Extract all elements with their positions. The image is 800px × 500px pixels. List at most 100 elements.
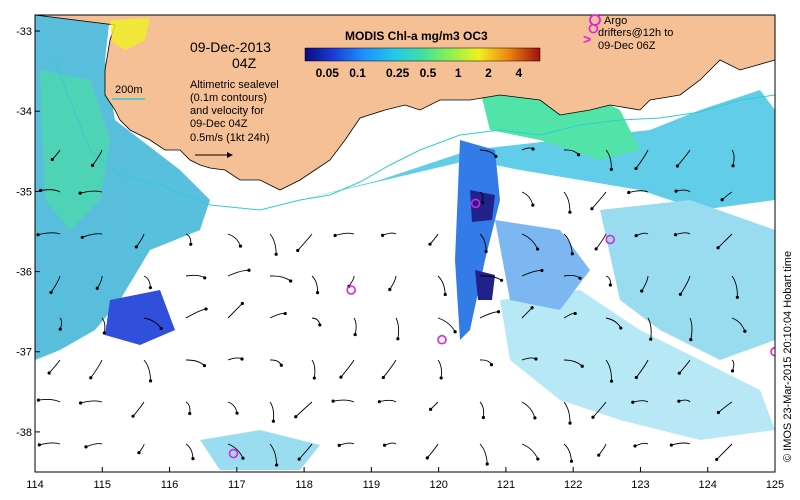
velocity-arrow bbox=[339, 442, 355, 446]
velocity-arrow bbox=[592, 401, 607, 418]
velocity-arrow bbox=[641, 275, 649, 292]
velocity-arrow-head bbox=[134, 245, 138, 249]
velocity-arrow bbox=[80, 190, 103, 194]
velocity-arrow-head bbox=[540, 268, 544, 273]
velocity-arrow-head bbox=[58, 327, 62, 331]
velocity-arrow bbox=[437, 275, 446, 295]
velocity-arrow bbox=[675, 232, 691, 236]
x-tick-label: 124 bbox=[699, 479, 717, 491]
velocity-arrow-head bbox=[533, 416, 537, 420]
velocity-arrow bbox=[101, 317, 106, 334]
anno-line-2: (0.1m contours) bbox=[190, 92, 267, 104]
velocity-arrow-head bbox=[275, 463, 279, 467]
copyright-note: © IMOS 23-Mar-2015 20:10:04 Hobart time bbox=[782, 251, 794, 462]
velocity-arrow-head bbox=[634, 375, 638, 380]
velocity-arrow-head bbox=[568, 421, 572, 425]
velocity-arrow bbox=[426, 443, 439, 459]
contour-legend-label: 200m bbox=[115, 84, 143, 96]
velocity-arrow bbox=[227, 443, 244, 459]
velocity-arrow bbox=[595, 233, 607, 250]
velocity-arrow-head bbox=[247, 268, 251, 272]
colorbar-tick-label: 0.1 bbox=[349, 66, 366, 80]
chl-patch-shelf bbox=[300, 90, 775, 210]
chl-patch-east bbox=[600, 200, 775, 360]
velocity-arrow-head bbox=[489, 363, 494, 367]
colorbar-tick-label: 1 bbox=[455, 66, 462, 80]
velocity-arrow-head bbox=[89, 376, 93, 380]
velocity-arrow bbox=[269, 443, 278, 465]
velocity-arrow-head bbox=[36, 233, 40, 237]
velocity-arrow bbox=[563, 401, 571, 424]
land-western-australia bbox=[35, 15, 775, 191]
velocity-arrow bbox=[716, 443, 733, 460]
velocity-arrow-head bbox=[640, 289, 644, 293]
velocity-arrow-head bbox=[453, 330, 457, 334]
velocity-arrow-head bbox=[594, 247, 598, 251]
argo-float-marker bbox=[770, 346, 775, 357]
velocity-arrow-head bbox=[49, 290, 53, 295]
velocity-arrow-head bbox=[148, 379, 153, 383]
velocity-arrow-head bbox=[203, 276, 207, 280]
velocity-arrow bbox=[521, 233, 539, 250]
velocity-arrow-head bbox=[78, 401, 83, 405]
velocity-arrow-head bbox=[238, 244, 243, 248]
velocity-arrow-head bbox=[159, 326, 163, 331]
velocity-arrow-head bbox=[283, 311, 287, 316]
velocity-arrow bbox=[563, 443, 572, 462]
velocity-arrow-head bbox=[731, 164, 735, 168]
velocity-arrow bbox=[132, 401, 145, 417]
x-tick-label: 122 bbox=[564, 479, 582, 491]
velocity-arrow-head bbox=[333, 233, 337, 238]
velocity-arrow bbox=[635, 149, 649, 169]
chl-patch-south bbox=[200, 430, 320, 470]
x-tick-label: 114 bbox=[26, 479, 44, 491]
velocity-arrow-head bbox=[530, 306, 534, 310]
velocity-arrow-head bbox=[388, 287, 392, 292]
velocity-arrow-head bbox=[297, 457, 301, 461]
velocity-arrow bbox=[677, 149, 691, 167]
velocity-arrow-head bbox=[339, 375, 343, 379]
velocity-arrows bbox=[36, 147, 747, 467]
velocity-arrow-head bbox=[240, 301, 244, 306]
drifter-symbol: > bbox=[583, 31, 591, 47]
velocity-arrow bbox=[563, 233, 573, 254]
velocity-arrow-head bbox=[428, 242, 432, 246]
velocity-arrow bbox=[298, 443, 313, 460]
x-tick-label: 116 bbox=[161, 479, 179, 491]
velocity-arrow bbox=[353, 317, 357, 335]
colorbar-tick-label: 2 bbox=[485, 66, 492, 80]
plot-frame bbox=[34, 14, 776, 473]
velocity-arrow-head bbox=[568, 210, 572, 214]
velocity-arrow bbox=[37, 232, 61, 236]
anno-line-3: and velocity for bbox=[190, 105, 264, 117]
velocity-arrow bbox=[521, 401, 536, 418]
velocity-arrow-head bbox=[591, 415, 595, 419]
argo-float-marker bbox=[346, 285, 356, 295]
velocity-arrow-head bbox=[202, 364, 207, 368]
velocity-arrow-head bbox=[377, 400, 381, 404]
y-tick-label: -33 bbox=[16, 26, 32, 38]
velocity-annotation: Altimetric sealevel (0.1m contours) and … bbox=[190, 79, 279, 158]
velocity-arrow-head bbox=[573, 311, 577, 316]
velocity-arrow bbox=[382, 359, 397, 378]
velocity-arrow-head bbox=[531, 147, 535, 151]
velocity-arrow bbox=[479, 401, 485, 418]
velocity-arrow-head bbox=[569, 459, 574, 463]
x-tick-label: 118 bbox=[295, 479, 313, 491]
velocity-arrow-head bbox=[274, 252, 278, 256]
velocity-arrow bbox=[671, 442, 691, 446]
velocity-arrow bbox=[678, 359, 691, 374]
velocity-arrow-head bbox=[570, 252, 574, 256]
velocity-arrow-head bbox=[235, 411, 239, 415]
velocity-arrow-head bbox=[531, 203, 535, 207]
velocity-arrow bbox=[632, 400, 649, 403]
velocity-arrow-head bbox=[633, 444, 637, 448]
velocity-arrow-head bbox=[609, 167, 613, 171]
velocity-arrow bbox=[389, 275, 397, 290]
velocity-arrow-head bbox=[499, 278, 504, 282]
argo-legend: Argo > drifters@12h to 09-Dec 06Z bbox=[583, 14, 673, 52]
velocity-arrow bbox=[437, 317, 456, 332]
velocity-arrow-head bbox=[608, 283, 612, 287]
velocity-arrow bbox=[521, 443, 539, 460]
